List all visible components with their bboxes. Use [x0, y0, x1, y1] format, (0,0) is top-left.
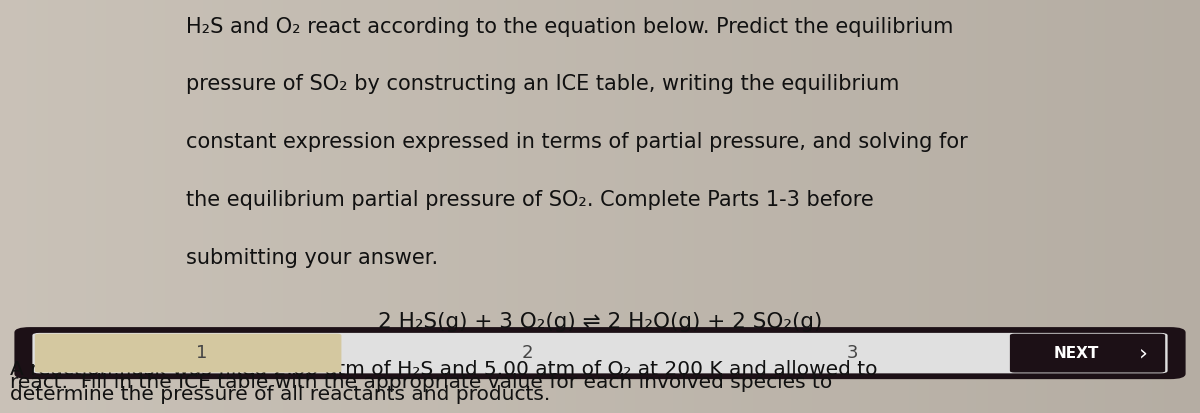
Text: the equilibrium partial pressure of SO₂. Complete Parts 1-3 before: the equilibrium partial pressure of SO₂.… — [186, 190, 874, 210]
FancyBboxPatch shape — [32, 333, 1168, 373]
Text: 2 H₂S(g) + 3 O₂(g) ⇌ 2 H₂O(g) + 2 SO₂(g): 2 H₂S(g) + 3 O₂(g) ⇌ 2 H₂O(g) + 2 SO₂(g) — [378, 312, 822, 332]
Text: A reaction flask was filled 2.00 atm of H₂S and 5.00 atm of O₂ at 200 K and allo: A reaction flask was filled 2.00 atm of … — [10, 360, 877, 379]
FancyBboxPatch shape — [35, 334, 342, 373]
Text: H₂S and O₂ react according to the equation below. Predict the equilibrium: H₂S and O₂ react according to the equati… — [186, 17, 953, 36]
Text: 1: 1 — [197, 344, 208, 362]
Text: 3: 3 — [846, 344, 858, 362]
FancyBboxPatch shape — [1010, 334, 1165, 373]
Text: react.  Fill in the ICE table with the appropriate value for each involved speci: react. Fill in the ICE table with the ap… — [10, 373, 832, 392]
Text: submitting your answer.: submitting your answer. — [186, 248, 438, 268]
Text: pressure of SO₂ by constructing an ICE table, writing the equilibrium: pressure of SO₂ by constructing an ICE t… — [186, 74, 899, 94]
Text: 2: 2 — [521, 344, 533, 362]
Text: ›: › — [1139, 343, 1147, 363]
Text: determine the pressure of all reactants and products.: determine the pressure of all reactants … — [10, 385, 550, 404]
FancyBboxPatch shape — [14, 327, 1186, 379]
Text: constant expression expressed in terms of partial pressure, and solving for: constant expression expressed in terms o… — [186, 132, 967, 152]
Text: NEXT: NEXT — [1054, 346, 1098, 361]
